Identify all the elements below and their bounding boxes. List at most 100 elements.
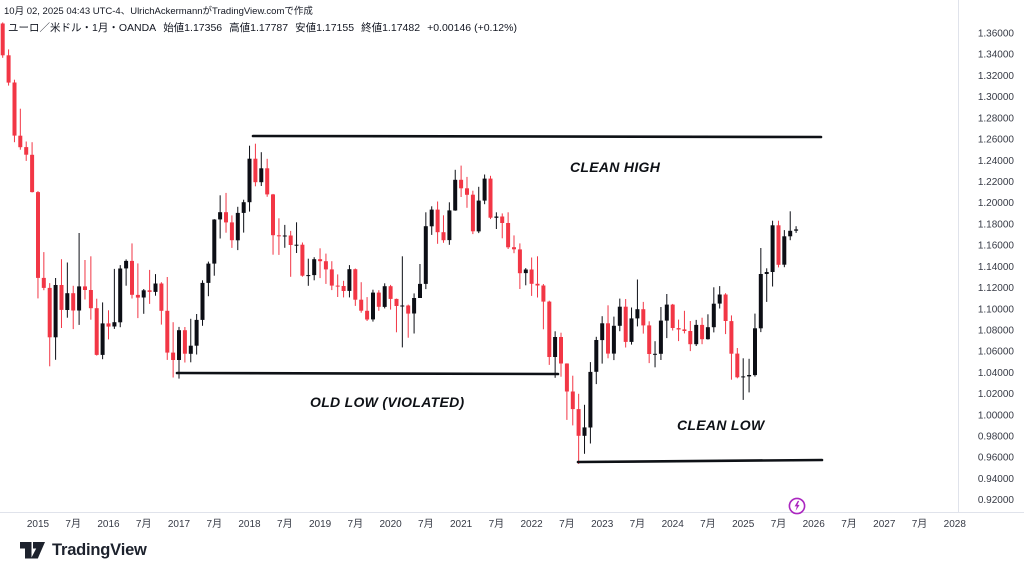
candle-body xyxy=(335,285,340,287)
price-axis-label: 1.28000 xyxy=(978,113,1015,124)
candle-body xyxy=(141,290,146,298)
candle-body xyxy=(606,323,610,354)
candle-body xyxy=(517,249,522,274)
candle-body xyxy=(376,292,381,307)
candle-body xyxy=(53,285,58,338)
time-axis-label: 7月 xyxy=(348,518,364,530)
annotation-old-low[interactable]: OLD LOW (VIOLATED) xyxy=(310,394,465,410)
candle-body xyxy=(653,353,657,355)
candle-body xyxy=(494,216,499,218)
price-axis-label: 1.30000 xyxy=(978,92,1015,103)
candle-body xyxy=(470,194,475,232)
price-axis-label: 0.94000 xyxy=(978,474,1015,485)
candle-body xyxy=(341,286,346,291)
candle-body xyxy=(711,303,716,328)
trendline-clean-high[interactable] xyxy=(251,134,823,139)
candle-body xyxy=(394,298,399,306)
candle-body xyxy=(388,286,393,299)
time-axis-label: 2021 xyxy=(450,519,473,530)
time-axis-label: 2022 xyxy=(520,519,543,530)
time-axis-separator xyxy=(0,512,1024,513)
candle-body xyxy=(359,299,364,311)
trendline-old-low[interactable] xyxy=(175,371,560,376)
time-axis-label: 7月 xyxy=(207,518,223,530)
time-axis-label: 2027 xyxy=(873,519,896,530)
candle-body xyxy=(224,212,228,223)
candle-body xyxy=(753,328,757,376)
annotation-clean-low[interactable]: CLEAN LOW xyxy=(677,417,765,433)
high-value: 高値1.17787 xyxy=(229,22,289,34)
symbol-title[interactable]: ユーロ／米ドル・1月・OANDA xyxy=(8,22,157,34)
candle-body xyxy=(441,232,446,241)
candle-body xyxy=(488,178,493,218)
candle-body xyxy=(588,371,593,428)
candle-body xyxy=(259,168,264,183)
candle-body xyxy=(758,274,763,329)
candle-body xyxy=(124,260,129,269)
price-axis-label: 1.16000 xyxy=(978,241,1015,252)
time-axis-label: 2017 xyxy=(168,519,191,530)
candle-body xyxy=(382,286,387,307)
candle-body xyxy=(71,293,76,311)
candle-body xyxy=(500,216,505,223)
candle-body xyxy=(235,212,240,241)
candle-body xyxy=(570,391,575,410)
candle-body xyxy=(347,269,352,291)
annotation-clean-high[interactable]: CLEAN HIGH xyxy=(570,159,661,175)
candle-body xyxy=(112,322,117,327)
price-axis-label: 1.12000 xyxy=(978,283,1015,294)
candle-body xyxy=(100,323,105,355)
candle-body xyxy=(717,294,722,304)
price-axis-label: 0.92000 xyxy=(978,495,1015,506)
price-axis-label: 1.00000 xyxy=(978,410,1015,421)
price-axis-label: 1.32000 xyxy=(978,71,1015,82)
candle-body xyxy=(611,325,616,354)
candle-body xyxy=(476,200,481,232)
candle-body xyxy=(512,247,516,250)
tradingview-logo[interactable]: TradingView xyxy=(20,541,147,560)
candle-body xyxy=(0,23,5,56)
candle-body xyxy=(435,209,440,233)
candle-body xyxy=(271,194,275,236)
candle-body xyxy=(688,331,693,345)
candle-body xyxy=(118,268,123,323)
price-axis-label: 1.20000 xyxy=(978,198,1015,209)
candle-body xyxy=(794,229,799,231)
economic-event-icon[interactable] xyxy=(788,497,806,515)
candle-body xyxy=(371,292,375,320)
candle-body xyxy=(200,282,205,320)
candle-body xyxy=(329,269,334,286)
candle-body xyxy=(459,179,464,189)
time-axis-label: 2026 xyxy=(803,519,826,530)
candle-body xyxy=(265,168,270,195)
candle-body xyxy=(135,294,140,298)
candle-body xyxy=(447,210,452,241)
candle-body xyxy=(171,352,176,360)
candle-body xyxy=(318,259,323,262)
candle-body xyxy=(18,135,23,148)
candle-body xyxy=(535,283,540,286)
chart-legend[interactable]: ユーロ／米ドル・1月・OANDA 始値1.17356 高値1.17787 安値1.17… xyxy=(8,20,517,35)
candle-body xyxy=(694,324,699,345)
snapshot-attribution: 10月 02, 2025 04:43 UTC-4、UlrichAckermann… xyxy=(4,6,313,17)
trendline-clean-low[interactable] xyxy=(576,458,824,464)
candle-body xyxy=(312,259,317,276)
candle-body xyxy=(106,323,111,327)
time-axis-label: 7月 xyxy=(841,518,857,530)
candle-body xyxy=(294,244,299,246)
candle-body xyxy=(635,309,640,319)
price-axis-label: 1.06000 xyxy=(978,347,1015,358)
candle-body xyxy=(747,375,752,377)
price-axis-separator xyxy=(958,0,959,512)
candle-body xyxy=(400,305,405,307)
candle-body xyxy=(658,320,663,354)
candle-body xyxy=(723,294,728,321)
price-axis-label: 1.10000 xyxy=(978,304,1015,315)
candle-body xyxy=(647,325,652,354)
candle-body xyxy=(218,212,223,220)
time-axis-label: 7月 xyxy=(630,518,646,530)
price-axis-label: 1.36000 xyxy=(978,29,1015,40)
candle-body xyxy=(229,222,234,241)
time-axis-label: 2016 xyxy=(97,519,120,530)
